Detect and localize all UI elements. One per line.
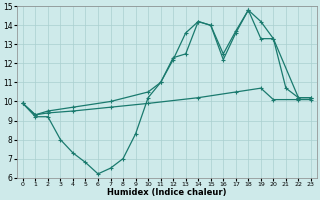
X-axis label: Humidex (Indice chaleur): Humidex (Indice chaleur) (107, 188, 227, 197)
